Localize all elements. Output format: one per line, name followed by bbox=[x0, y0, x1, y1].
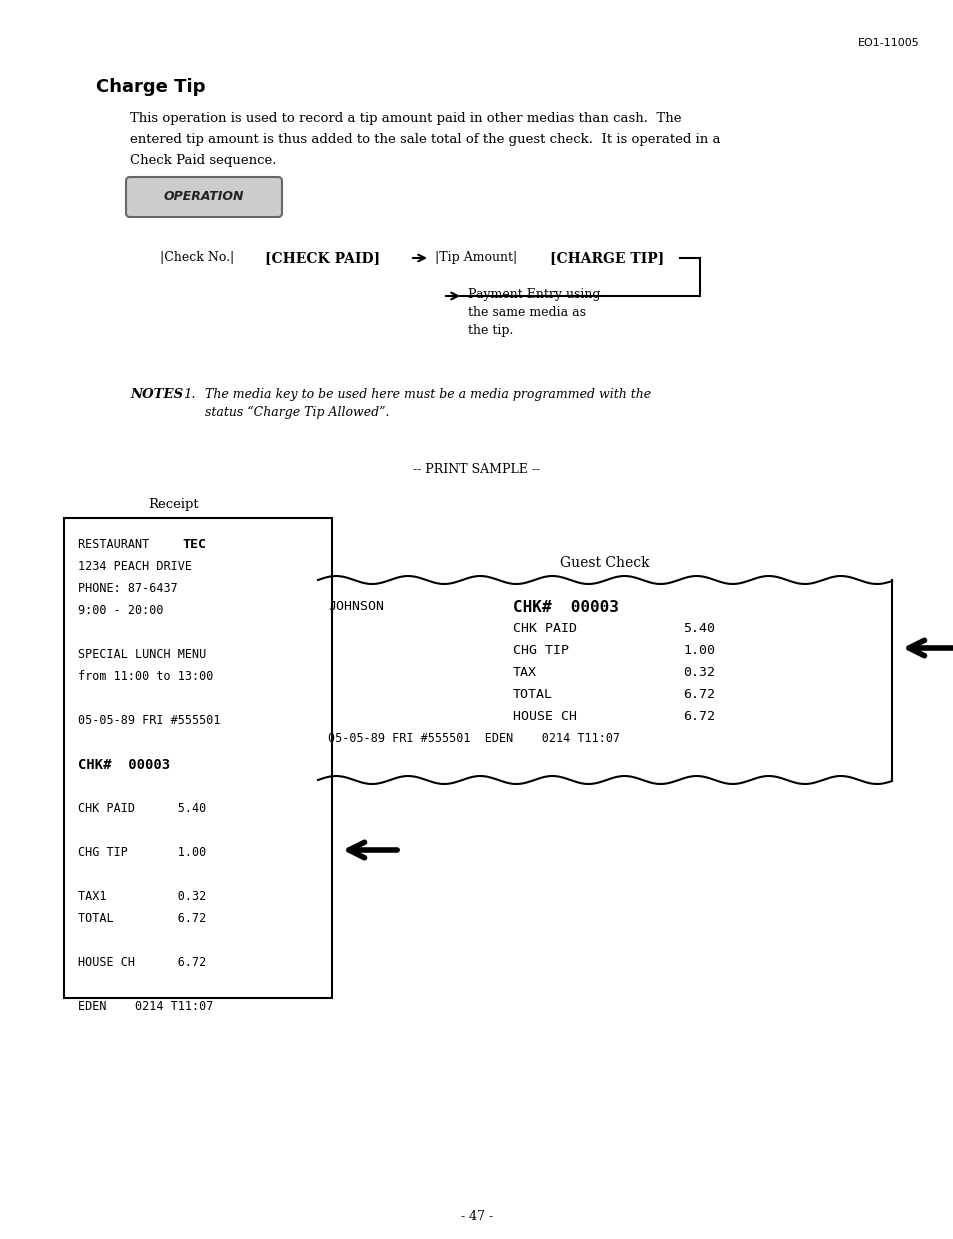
Text: 1.00: 1.00 bbox=[682, 644, 714, 657]
Text: 1.: 1. bbox=[183, 388, 195, 401]
Text: Guest Check: Guest Check bbox=[559, 556, 649, 570]
Text: 0.32: 0.32 bbox=[682, 667, 714, 679]
Text: 05-05-89 FRI #555501: 05-05-89 FRI #555501 bbox=[78, 714, 220, 727]
Text: CHK PAID: CHK PAID bbox=[513, 622, 577, 636]
Text: the same media as: the same media as bbox=[468, 306, 585, 318]
Text: entered tip amount is thus added to the sale total of the guest check.  It is op: entered tip amount is thus added to the … bbox=[130, 133, 720, 146]
FancyBboxPatch shape bbox=[126, 177, 282, 217]
Text: CHG TIP: CHG TIP bbox=[513, 644, 568, 657]
Text: CHG TIP       1.00: CHG TIP 1.00 bbox=[78, 846, 206, 859]
Text: TAX: TAX bbox=[513, 667, 537, 679]
Text: EDEN    0214 T11:07: EDEN 0214 T11:07 bbox=[78, 1000, 213, 1014]
Text: SPECIAL LUNCH MENU: SPECIAL LUNCH MENU bbox=[78, 648, 206, 660]
Text: CHK PAID      5.40: CHK PAID 5.40 bbox=[78, 802, 206, 815]
Text: TAX1          0.32: TAX1 0.32 bbox=[78, 890, 206, 903]
Text: The media key to be used here must be a media programmed with the: The media key to be used here must be a … bbox=[205, 388, 651, 401]
Text: TOTAL         6.72: TOTAL 6.72 bbox=[78, 912, 206, 926]
Text: -- PRINT SAMPLE --: -- PRINT SAMPLE -- bbox=[413, 463, 540, 476]
Text: 9:00 - 20:00: 9:00 - 20:00 bbox=[78, 603, 163, 617]
Text: Check Paid sequence.: Check Paid sequence. bbox=[130, 154, 276, 167]
Bar bbox=[64, 518, 332, 997]
Text: status “Charge Tip Allowed”.: status “Charge Tip Allowed”. bbox=[205, 406, 389, 419]
Text: 6.72: 6.72 bbox=[682, 688, 714, 701]
Text: from 11:00 to 13:00: from 11:00 to 13:00 bbox=[78, 670, 213, 683]
Text: [CHARGE TIP]: [CHARGE TIP] bbox=[550, 252, 663, 265]
Text: PHONE: 87-6437: PHONE: 87-6437 bbox=[78, 582, 177, 595]
Text: NOTES: NOTES bbox=[130, 388, 183, 401]
Text: RESTAURANT: RESTAURANT bbox=[78, 538, 163, 551]
Text: 6.72: 6.72 bbox=[682, 710, 714, 724]
Text: 1234 PEACH DRIVE: 1234 PEACH DRIVE bbox=[78, 560, 192, 572]
Text: the tip.: the tip. bbox=[468, 325, 513, 337]
Text: EO1-11005: EO1-11005 bbox=[858, 38, 919, 48]
Text: Payment Entry using: Payment Entry using bbox=[468, 287, 599, 301]
Text: This operation is used to record a tip amount paid in other medias than cash.  T: This operation is used to record a tip a… bbox=[130, 112, 680, 125]
Text: JOHNSON: JOHNSON bbox=[328, 600, 384, 613]
Text: |Check No.|: |Check No.| bbox=[160, 252, 234, 264]
Text: TEC: TEC bbox=[182, 538, 206, 551]
Text: HOUSE CH      6.72: HOUSE CH 6.72 bbox=[78, 957, 206, 969]
Text: [CHECK PAID]: [CHECK PAID] bbox=[265, 252, 379, 265]
Text: - 47 -: - 47 - bbox=[460, 1211, 493, 1223]
Text: HOUSE CH: HOUSE CH bbox=[513, 710, 577, 724]
Text: Receipt: Receipt bbox=[148, 498, 198, 510]
Text: |Tip Amount|: |Tip Amount| bbox=[435, 252, 517, 264]
Text: TOTAL: TOTAL bbox=[513, 688, 553, 701]
Text: CHK#  00003: CHK# 00003 bbox=[78, 758, 170, 772]
Text: 05-05-89 FRI #555501  EDEN    0214 T11:07: 05-05-89 FRI #555501 EDEN 0214 T11:07 bbox=[328, 732, 619, 745]
Text: Charge Tip: Charge Tip bbox=[96, 78, 205, 95]
Text: CHK#  00003: CHK# 00003 bbox=[513, 600, 618, 615]
Text: OPERATION: OPERATION bbox=[164, 190, 244, 202]
Text: 5.40: 5.40 bbox=[682, 622, 714, 636]
